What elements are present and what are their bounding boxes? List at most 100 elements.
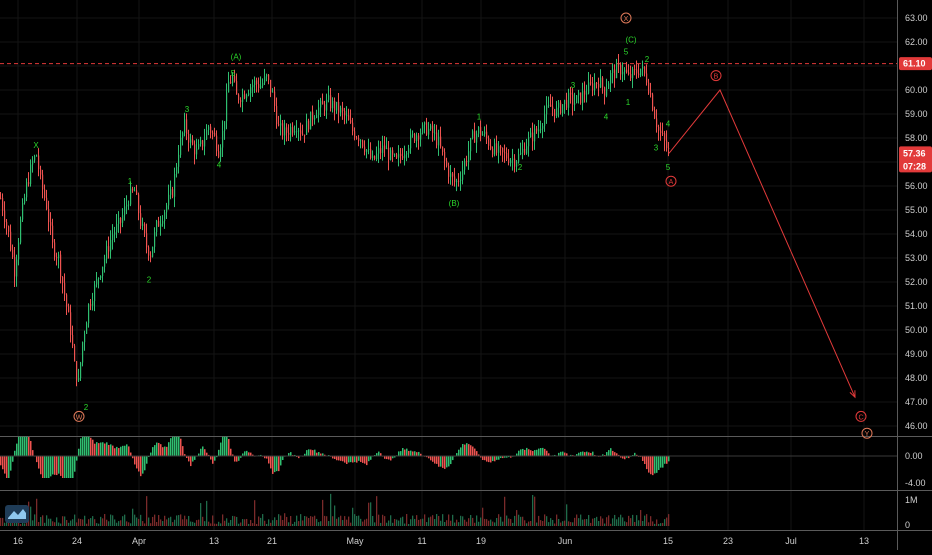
oscillator-bar: [456, 453, 458, 456]
candle-body: [400, 153, 402, 157]
volume-bar: [522, 516, 524, 526]
projection-path[interactable]: [668, 89, 856, 398]
oscillator-bar: [668, 456, 670, 462]
volume-bar: [462, 516, 464, 526]
candle-body: [220, 147, 222, 158]
volume-bar: [540, 520, 542, 526]
candle-body: [374, 156, 376, 160]
oscillator-bar: [340, 456, 342, 461]
volume-bar: [384, 516, 386, 526]
volume-bar: [394, 518, 396, 526]
oscillator-bar: [420, 453, 422, 456]
price-tick-label: 50.00: [905, 325, 928, 335]
volume-bar: [310, 516, 312, 526]
volume-bar: [138, 518, 140, 526]
candle-body: [438, 136, 440, 146]
volume-bar: [550, 518, 552, 526]
reference-price-badge: 61.10: [899, 57, 932, 71]
price-tick-label: 48.00: [905, 373, 928, 383]
volume-bar: [132, 508, 134, 526]
oscillator-bar: [352, 456, 354, 463]
volume-bar: [192, 521, 194, 526]
oscillator-bar: [664, 456, 666, 464]
candle-body: [536, 128, 538, 132]
volume-bar: [256, 523, 258, 526]
oscillator-bar: [558, 452, 560, 456]
oscillator-bar: [224, 436, 226, 456]
oscillator-bar: [446, 456, 448, 468]
candle-body: [8, 226, 10, 232]
candle-body: [386, 147, 388, 150]
time-tick-label: 15: [663, 536, 673, 546]
candle-body: [134, 190, 136, 192]
wave-label: 3: [571, 81, 576, 90]
oscillator-bar: [470, 445, 472, 456]
candle-body: [236, 81, 238, 95]
volume-bar: [438, 515, 440, 526]
candle-body: [100, 276, 102, 279]
volume-bar: [526, 523, 528, 526]
candle-body: [394, 154, 396, 156]
oscillator-bar: [218, 449, 220, 456]
oscillator-bar: [124, 445, 126, 456]
price-candles: [0, 54, 670, 387]
volume-bar: [118, 521, 120, 526]
candle-body: [470, 138, 472, 152]
candle-body: [80, 362, 82, 379]
oscillator-bar: [390, 456, 392, 461]
volume-bar: [298, 521, 300, 526]
volume-bar: [184, 515, 186, 526]
oscillator-bar: [472, 446, 474, 456]
volume-bar: [316, 518, 318, 526]
oscillator-bar: [360, 456, 362, 462]
candle-body: [338, 101, 340, 113]
candle-body: [468, 151, 470, 162]
candle-body: [486, 131, 488, 139]
volume-bar: [262, 514, 264, 526]
price-axis[interactable]: 63.0062.0061.0060.0059.0058.0057.0056.00…: [905, 13, 928, 431]
candle-body: [450, 173, 452, 177]
volume-bar: [144, 523, 146, 526]
candle-body: [666, 140, 668, 149]
volume-bar: [586, 519, 588, 526]
volume-bar: [460, 515, 462, 526]
oscillator-bar: [238, 456, 240, 461]
oscillator-bar: [650, 456, 652, 475]
oscillator-bar: [36, 456, 38, 463]
candle-body: [646, 73, 648, 83]
volume-bar: [428, 517, 430, 526]
volume-bar: [272, 520, 274, 526]
volume-bar: [54, 522, 56, 526]
volume-bar: [76, 522, 78, 526]
candle-body: [14, 257, 16, 277]
volume-bar: [212, 515, 214, 526]
volume-bar: [140, 514, 142, 526]
volume-bar: [638, 520, 640, 526]
volume-bar: [80, 519, 82, 526]
volume-bar: [340, 515, 342, 526]
candle-body: [466, 161, 468, 163]
volume-bar: [122, 516, 124, 526]
oscillator-bar: [434, 456, 436, 464]
candle-body: [242, 94, 244, 102]
oscillator-bar: [214, 456, 216, 461]
oscillator-bar: [114, 448, 116, 456]
candle-body: [506, 153, 508, 159]
oscillator-bar: [354, 456, 356, 463]
time-axis[interactable]: 16 24 Apr 13 21 May 11 19 Jun 15 23 Jul 13: [13, 536, 869, 546]
candle-body: [168, 194, 170, 206]
candle-body: [248, 93, 250, 96]
candle-body: [454, 176, 456, 183]
candle-body: [532, 132, 534, 142]
candle-body: [334, 100, 336, 111]
volume-bar: [326, 516, 328, 526]
tradingview-logo-icon[interactable]: [5, 505, 29, 523]
volume-bar: [278, 514, 280, 526]
candle-body: [116, 223, 118, 233]
candle-body: [368, 149, 370, 151]
wave-label: 4: [604, 112, 609, 121]
oscillator-bar: [12, 456, 14, 462]
time-tick-label: 24: [72, 536, 82, 546]
candle-body: [568, 92, 570, 108]
